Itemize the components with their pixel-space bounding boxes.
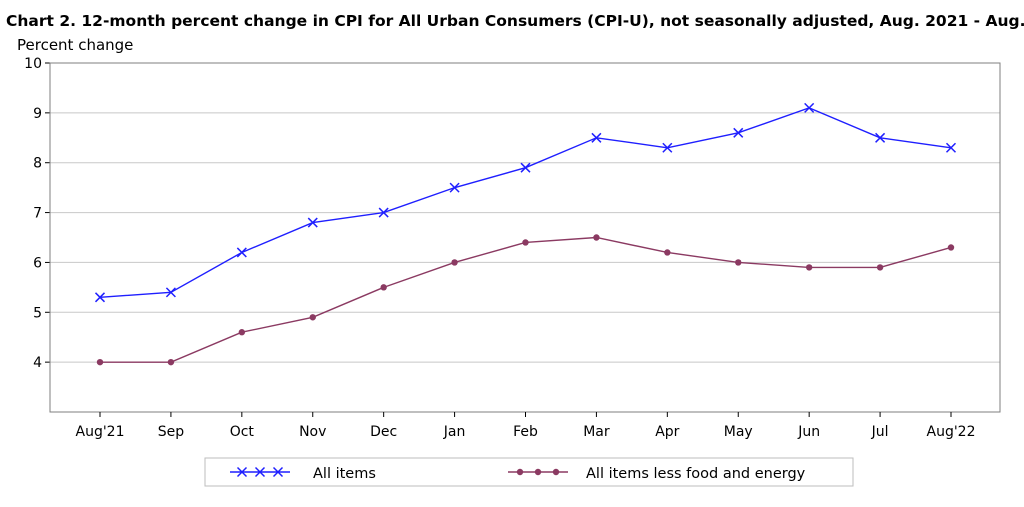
x-tick-label: Apr [655, 424, 679, 440]
y-tick-label: 4 [33, 355, 42, 371]
x-tick-label: Aug'22 [927, 424, 976, 440]
x-tick-label: Nov [299, 424, 326, 440]
data-point [309, 314, 316, 321]
y-tick-label: 8 [33, 156, 42, 172]
series-line-2 [100, 236, 952, 363]
x-tick-label: Aug'21 [76, 424, 125, 440]
data-point [875, 132, 886, 143]
data-point [236, 247, 247, 258]
data-point [947, 244, 955, 251]
x-tick-label: Jan [443, 424, 466, 440]
data-point [167, 358, 175, 366]
y-axis-label: Percent change [17, 36, 134, 54]
data-point [805, 264, 813, 271]
series-line-1 [99, 107, 952, 299]
legend-marker [516, 468, 524, 476]
x-tick-label: Mar [583, 424, 610, 440]
x-tick-label: Jun [797, 424, 820, 440]
plot-frame [49, 62, 1001, 413]
y-tick-label: 5 [33, 305, 42, 321]
data-point [662, 142, 673, 153]
data-point [378, 207, 389, 218]
legend-label-1: All items [313, 466, 376, 482]
data-point [945, 142, 957, 153]
legend-marker [552, 468, 560, 476]
data-point [804, 102, 815, 113]
data-point [520, 162, 531, 173]
data-point [96, 358, 104, 366]
data-point [238, 329, 246, 336]
legend-marker [254, 466, 266, 478]
x-tick-label: Oct [230, 424, 255, 440]
y-tick-label: 6 [33, 255, 42, 271]
y-tick-label: 9 [33, 106, 42, 122]
data-point [591, 132, 602, 143]
data-point [451, 259, 458, 266]
legend-label-2: All items less food and energy [586, 466, 806, 482]
chart-title: Chart 2. 12-month percent change in CPI … [6, 12, 1024, 30]
data-point [307, 217, 318, 228]
data-point [94, 292, 106, 303]
data-point [522, 239, 529, 246]
data-point [876, 264, 884, 271]
x-tick-label: Jul [871, 424, 889, 440]
data-point [735, 259, 742, 266]
x-tick-label: Dec [370, 424, 397, 440]
x-tick-label: May [724, 424, 753, 440]
x-tick-label: Feb [513, 424, 538, 440]
data-point [380, 284, 387, 291]
data-point [593, 234, 600, 241]
legend-marker [534, 468, 542, 476]
y-tick-label: 7 [33, 206, 42, 222]
data-point [449, 182, 460, 193]
data-point [733, 127, 744, 138]
data-point [664, 249, 671, 256]
y-tick-label: 10 [24, 56, 42, 72]
legend-marker [236, 466, 248, 478]
x-tick-label: Sep [158, 424, 185, 440]
legend-marker [272, 466, 284, 478]
data-point [165, 287, 176, 298]
